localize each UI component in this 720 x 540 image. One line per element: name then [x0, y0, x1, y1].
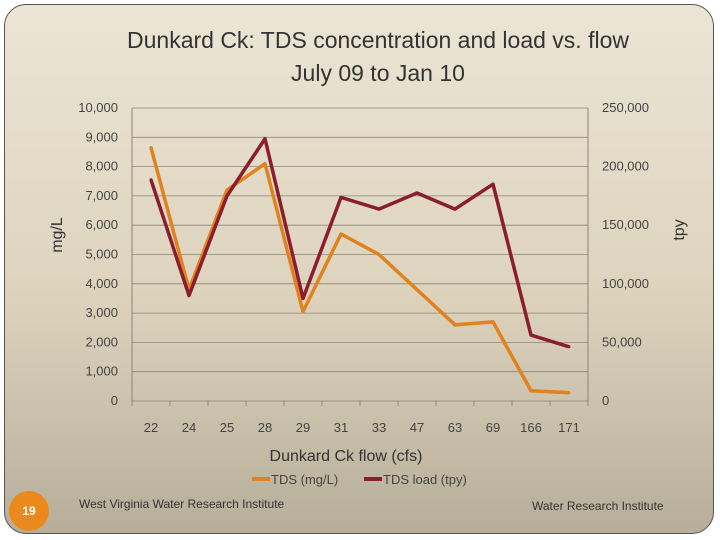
x-tick-label: 28 [258, 420, 272, 435]
y2-tick-label: 50,000 [602, 334, 642, 349]
data-point [301, 296, 305, 300]
data-point [415, 191, 419, 195]
x-tick-label: 24 [182, 420, 196, 435]
data-point [149, 178, 153, 182]
x-tick-label: 63 [448, 420, 462, 435]
data-point [491, 182, 495, 186]
data-point [225, 194, 229, 198]
data-point [187, 294, 191, 298]
footer-right-text: Water Research Institute [532, 499, 664, 513]
data-point [339, 195, 343, 199]
slide [4, 4, 714, 534]
data-point [529, 389, 533, 393]
x-tick-label: 29 [296, 420, 310, 435]
x-axis-label: Dunkard Ck flow (cfs) [270, 448, 423, 465]
data-point [453, 207, 457, 211]
y-tick-label: 6,000 [85, 217, 118, 232]
y2-axis-label: tpy [671, 219, 688, 240]
x-tick-label: 31 [334, 420, 348, 435]
data-point [339, 232, 343, 236]
x-tick-label: 171 [558, 420, 580, 435]
data-point [453, 323, 457, 327]
y-tick-label: 7,000 [85, 188, 118, 203]
y-tick-label: 4,000 [85, 276, 118, 291]
y2-tick-label: 0 [602, 393, 609, 408]
y-tick-label: 0 [111, 393, 118, 408]
data-point [301, 310, 305, 314]
data-point [377, 253, 381, 256]
data-point [263, 137, 267, 141]
x-tick-label: 25 [220, 420, 234, 435]
y2-tick-label: 200,000 [602, 159, 649, 174]
y-tick-label: 3,000 [85, 305, 118, 320]
slide-number-badge: 19 [9, 491, 49, 531]
data-point [377, 207, 381, 211]
data-point [263, 162, 267, 166]
data-point [567, 391, 571, 395]
y2-tick-label: 150,000 [602, 217, 649, 232]
data-point [491, 320, 495, 324]
y-tick-label: 1,000 [85, 364, 118, 379]
x-tick-label: 69 [486, 420, 500, 435]
y-tick-label: 9,000 [85, 129, 118, 144]
x-tick-label: 166 [520, 420, 542, 435]
x-tick-label: 33 [372, 420, 386, 435]
y-tick-label: 2,000 [85, 334, 118, 349]
footer-left-text: West Virginia Water Research Institute [79, 497, 285, 511]
x-tick-label: 47 [410, 420, 424, 435]
chart-subtitle: July 09 to Jan 10 [291, 60, 465, 86]
y-tick-label: 10,000 [78, 100, 118, 115]
data-point [149, 146, 153, 150]
data-point [415, 288, 419, 292]
y2-tick-label: 100,000 [602, 276, 649, 291]
y-tick-label: 8,000 [85, 159, 118, 174]
legend-label-load: TDS load (tpy) [383, 472, 467, 487]
y-tick-label: 5,000 [85, 247, 118, 262]
x-tick-label: 22 [144, 420, 158, 435]
series-line-0 [149, 147, 570, 395]
data-point [529, 333, 533, 337]
y2-tick-label: 250,000 [602, 100, 649, 115]
chart-title: Dunkard Ck: TDS concentration and load v… [127, 27, 629, 53]
data-point [225, 188, 229, 192]
data-point [567, 345, 571, 349]
series-line-1 [149, 137, 570, 349]
y-axis-label: mg/L [49, 217, 66, 253]
legend-label-tds: TDS (mg/L) [271, 472, 338, 487]
